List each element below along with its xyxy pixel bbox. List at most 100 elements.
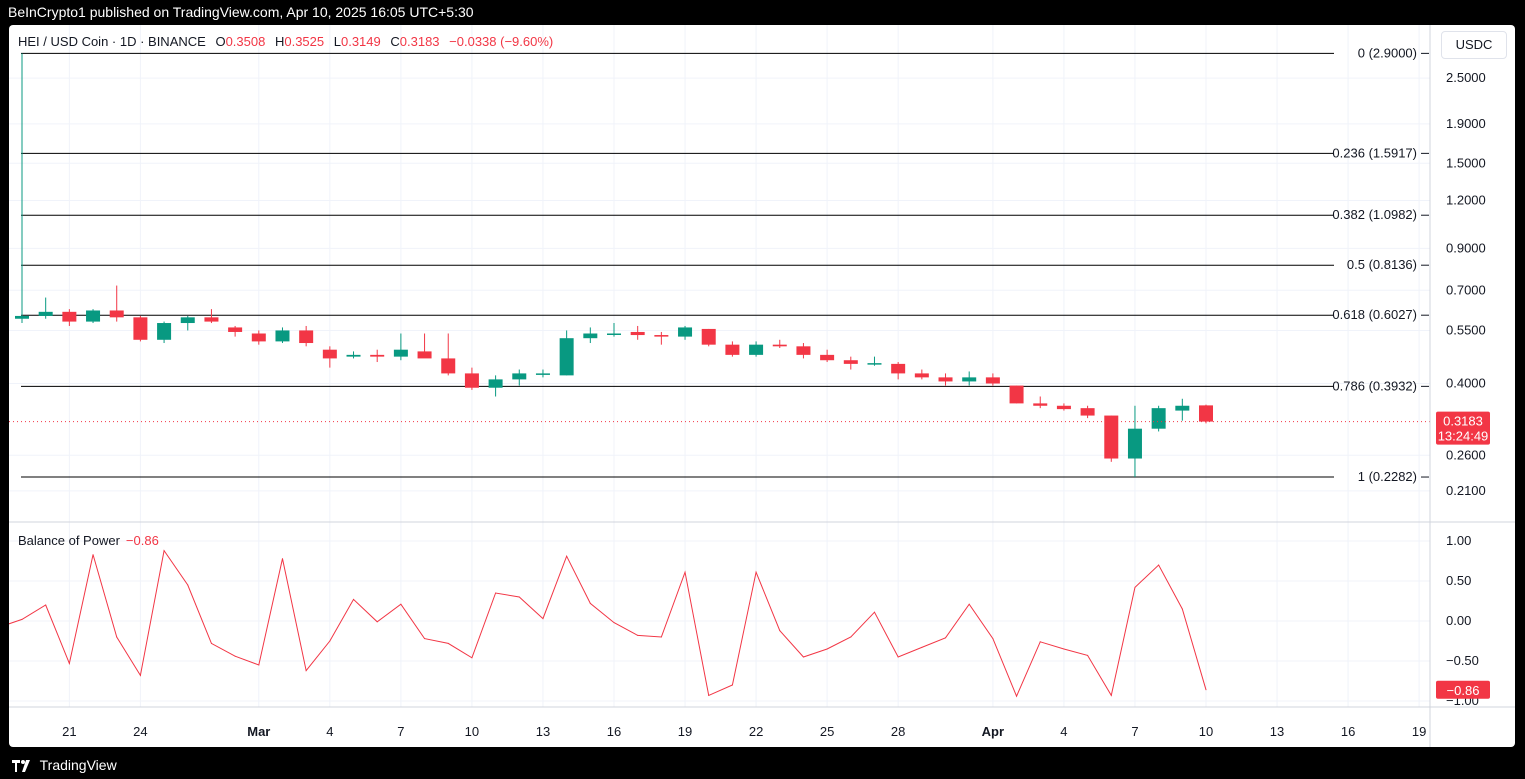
fib-level-label: 1 (0.2282) <box>1358 469 1417 484</box>
candle-body <box>630 331 645 336</box>
y-tick-label: 1.2000 <box>1446 192 1486 207</box>
candle-body <box>772 344 787 347</box>
low-label: L <box>333 34 341 49</box>
bop-title[interactable]: Balance of Power <box>18 533 120 548</box>
bop-point <box>660 636 662 638</box>
x-tick-label: 19 <box>1412 724 1426 739</box>
x-tick-label: 19 <box>678 724 692 739</box>
last-price-value: 0.3183 <box>1443 414 1483 429</box>
low-value: 0.3149 <box>340 34 381 49</box>
candle-body <box>180 317 195 324</box>
bop-legend: Balance of Power −0.86 <box>18 533 159 548</box>
bop-point <box>566 555 568 557</box>
currency-button[interactable]: USDC <box>1441 31 1507 59</box>
candle-body <box>701 328 716 345</box>
bop-point <box>992 638 994 640</box>
candle-body <box>985 377 1000 384</box>
fib-level-label: 0 (2.9000) <box>1358 45 1417 60</box>
candle-body <box>15 315 29 319</box>
candle-body <box>322 349 337 359</box>
candle-body <box>1080 408 1095 416</box>
candle-body <box>535 373 550 375</box>
candle-body <box>346 354 361 357</box>
bop-line <box>9 549 1207 698</box>
candle-body <box>559 338 574 376</box>
bop-point <box>68 662 70 664</box>
bop-point <box>1016 695 1018 697</box>
bop-value: −0.86 <box>125 533 159 548</box>
candle-body <box>1009 385 1024 404</box>
candle-body <box>1033 403 1048 406</box>
bop-point <box>684 571 686 573</box>
candle-body <box>1056 405 1071 410</box>
y-tick-label: 2.5000 <box>1446 70 1486 85</box>
bop-point <box>637 634 639 636</box>
candle-body <box>251 333 266 342</box>
open-value: 0.3508 <box>225 34 266 49</box>
x-tick-label: 4 <box>326 724 333 739</box>
bop-point <box>873 611 875 613</box>
publisher-text: BeInCrypto1 published on TradingView.com… <box>8 4 474 20</box>
bop-tick-label: −0.50 <box>1446 653 1479 668</box>
bop-point <box>163 550 165 552</box>
candle-body <box>38 311 53 316</box>
bop-point <box>779 630 781 632</box>
symbol-title[interactable]: HEI / USD Coin · 1D · BINANCE <box>18 34 206 49</box>
candle-body <box>938 377 953 382</box>
x-tick-label: Apr <box>982 724 1004 739</box>
y-tick-label: 0.2600 <box>1446 447 1486 462</box>
bop-point <box>1110 694 1112 696</box>
bop-point <box>376 621 378 623</box>
grid-lines <box>9 25 1430 707</box>
candle-body <box>393 349 408 357</box>
candlestick-series <box>9 53 1430 478</box>
fib-level-label: 0.786 (0.3932) <box>1332 378 1417 393</box>
bop-point <box>1039 641 1041 643</box>
x-tick-label: 28 <box>891 724 905 739</box>
bop-point <box>400 603 402 605</box>
close-value: 0.3183 <box>399 34 440 49</box>
candle-body <box>204 317 219 322</box>
candle-body <box>796 346 811 355</box>
open-label: O <box>215 34 226 49</box>
axes: 21 24 Mar 4 7 10 13 16 19 22 25 28 Apr 4 7 10 13 16 19 2.50… <box>9 25 1515 747</box>
bop-point <box>897 656 899 658</box>
candle-body <box>370 354 385 357</box>
close-label: C <box>390 34 400 49</box>
chart-canvas[interactable]: 0 (2.9000) 0.236 (1.5917) 0.382 (1.0982) 0.… <box>9 25 1515 747</box>
candle-body <box>488 379 503 388</box>
candle-body <box>962 377 977 382</box>
chart-panel[interactable]: 0 (2.9000) 0.236 (1.5917) 0.382 (1.0982) 0.… <box>9 25 1515 747</box>
y-tick-label: 1.5000 <box>1446 155 1486 170</box>
bop-point <box>968 603 970 605</box>
candle-body <box>417 351 432 359</box>
bop-point <box>21 618 23 620</box>
candle-body <box>867 363 882 365</box>
x-tick-label: 16 <box>1341 724 1355 739</box>
candle-body <box>1151 408 1166 429</box>
bop-point <box>1087 654 1089 656</box>
bop-point <box>187 584 189 586</box>
bar-countdown: 13:24:49 <box>1438 429 1489 444</box>
x-tick-label: 13 <box>536 724 550 739</box>
bop-point <box>139 674 141 676</box>
bop-point <box>424 638 426 640</box>
x-tick-label: 25 <box>820 724 834 739</box>
x-tick-label: 21 <box>62 724 76 739</box>
bop-point <box>234 655 236 657</box>
candle-body <box>275 330 290 342</box>
fibonacci-retracement[interactable]: 0 (2.9000) 0.236 (1.5917) 0.382 (1.0982) 0.… <box>21 45 1429 484</box>
bop-point <box>921 646 923 648</box>
candle-body <box>512 373 527 380</box>
candle-body <box>678 327 693 337</box>
bop-tick-label: 1.00 <box>1446 533 1471 548</box>
bop-point <box>495 592 497 594</box>
candle-body <box>1104 415 1119 459</box>
bop-point <box>45 604 47 606</box>
candle-body <box>157 323 172 340</box>
y-tick-label: 0.9000 <box>1446 240 1486 255</box>
candle-body <box>109 310 124 318</box>
candle-body <box>441 358 456 374</box>
bop-point <box>353 598 355 600</box>
candle-body <box>749 344 764 355</box>
